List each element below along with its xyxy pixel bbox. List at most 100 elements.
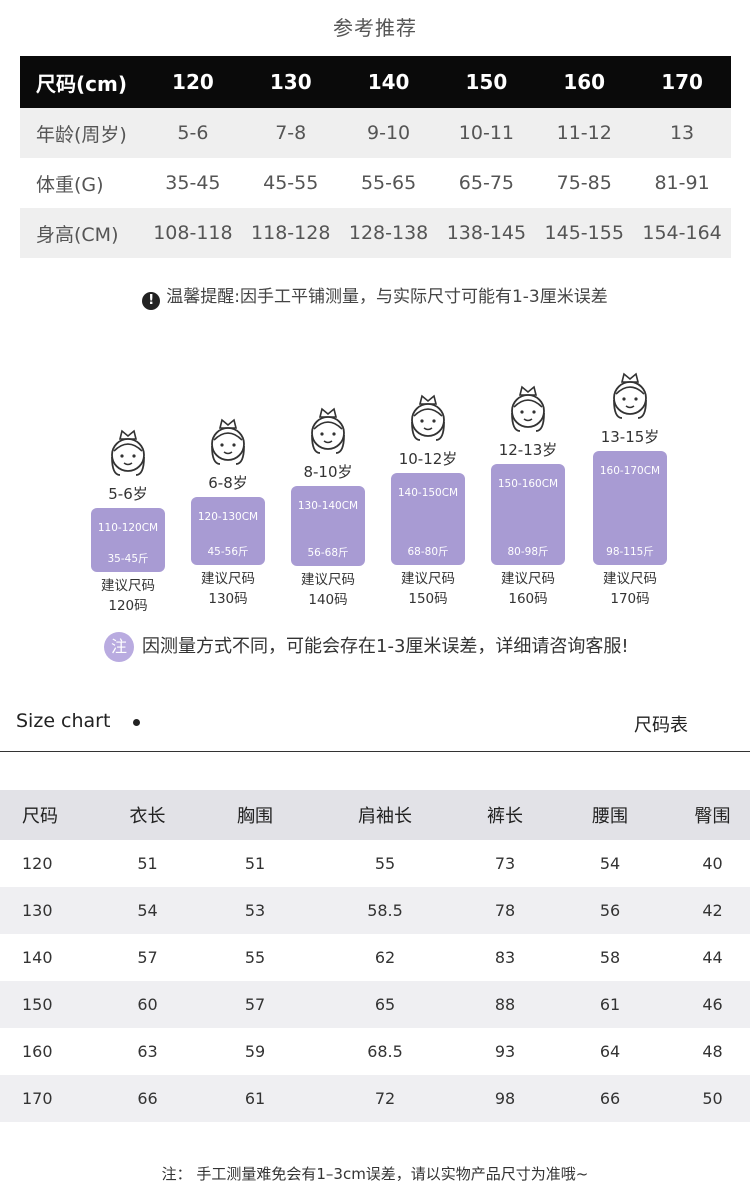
size-header-cell: 腰围 bbox=[545, 790, 675, 840]
size-card-160: 12-13岁 150-160CM 80-98斤 建议尺码 160码 bbox=[488, 383, 568, 609]
princess-face-icon bbox=[211, 418, 245, 465]
card-weight-range: 45-56斤 bbox=[207, 546, 249, 558]
princess-face-icon bbox=[511, 385, 545, 432]
card-box: 140-150CM 68-80斤 bbox=[391, 473, 465, 565]
size-cell: 68.5 bbox=[367, 1042, 403, 1061]
ref-cell: 138-145 bbox=[437, 208, 536, 258]
card-recommend: 建议尺码 bbox=[501, 571, 555, 587]
size-table: 尺码 衣长 胸围 肩袖长 裤长 腰围 臀围 120 51 51 55 73 54… bbox=[0, 790, 750, 1122]
ref-cell: 75-85 bbox=[556, 172, 612, 194]
card-age: 12-13岁 bbox=[498, 441, 558, 459]
princess-face-icon bbox=[311, 407, 345, 454]
card-age: 13-15岁 bbox=[600, 428, 660, 446]
size-chart-title-en: Size chart bbox=[16, 710, 111, 732]
card-age: 6-8岁 bbox=[208, 474, 248, 492]
table-row: 140 57 55 62 83 58 44 bbox=[0, 934, 750, 981]
card-box: 110-120CM 35-45斤 bbox=[91, 508, 165, 572]
card-weight-range: 68-80斤 bbox=[407, 546, 449, 558]
size-cell: 53 bbox=[205, 887, 305, 934]
size-cell: 51 bbox=[244, 854, 266, 873]
size-cell: 62 bbox=[374, 948, 396, 967]
size-cell: 73 bbox=[494, 854, 516, 873]
size-cell: 61 bbox=[205, 1075, 305, 1122]
size-chart-header: Size chart 尺码表 bbox=[0, 708, 750, 752]
table-row: 130 54 53 58.5 78 56 42 bbox=[0, 887, 750, 934]
card-weight-range: 56-68斤 bbox=[307, 547, 349, 559]
size-cell: 78 bbox=[465, 887, 545, 934]
size-cell: 88 bbox=[465, 981, 545, 1028]
card-box: 130-140CM 56-68斤 bbox=[291, 486, 365, 566]
card-box: 160-170CM 98-115斤 bbox=[593, 451, 667, 565]
size-header-cell: 肩袖长 bbox=[305, 790, 465, 840]
table-row: 150 60 57 65 88 61 46 bbox=[0, 981, 750, 1028]
card-size: 130码 bbox=[208, 591, 248, 607]
ref-cell: 5-6 bbox=[144, 108, 242, 158]
ref-row-height: 身高(CM) 108-118 118-128 128-138 138-145 1… bbox=[20, 208, 731, 258]
card-age: 8-10岁 bbox=[303, 463, 353, 481]
card-recommend: 建议尺码 bbox=[201, 571, 255, 587]
ref-cell: 128-138 bbox=[339, 208, 438, 258]
card-recommend: 建议尺码 bbox=[301, 572, 355, 588]
ref-header-cell: 120 bbox=[144, 56, 242, 108]
size-cell: 54 bbox=[90, 887, 205, 934]
size-cell: 57 bbox=[205, 981, 305, 1028]
ref-cell: 118-128 bbox=[241, 208, 340, 258]
size-cell: 66 bbox=[545, 1075, 675, 1122]
measurement-note: 注因测量方式不同，可能会存在1-3厘米误差，详细请咨询客服! bbox=[104, 632, 629, 662]
ref-cell: 9-10 bbox=[339, 108, 438, 158]
size-cell: 160 bbox=[22, 1042, 53, 1061]
note-badge: 注 bbox=[104, 632, 134, 662]
ref-cell: 65-75 bbox=[458, 172, 514, 194]
card-height-range: 160-170CM bbox=[599, 465, 661, 477]
size-card-120: 5-6岁 110-120CM 35-45斤 建议尺码 120码 bbox=[88, 427, 168, 616]
size-cell: 140 bbox=[22, 948, 53, 967]
card-height-range: 150-160CM bbox=[497, 478, 559, 490]
size-cell: 50 bbox=[675, 1075, 750, 1122]
card-weight-range: 35-45斤 bbox=[107, 553, 149, 565]
card-size: 170码 bbox=[610, 591, 650, 607]
ref-row-label: 体重(G) bbox=[36, 173, 104, 196]
ref-cell: 7-8 bbox=[241, 108, 340, 158]
size-cell: 40 bbox=[702, 854, 723, 873]
ref-row-age: 年龄(周岁) 5-6 7-8 9-10 10-11 11-12 13 bbox=[20, 108, 731, 158]
card-size: 160码 bbox=[508, 591, 548, 607]
ref-cell: 145-155 bbox=[535, 208, 634, 258]
reference-table: 尺码(cm) 120 130 140 150 160 170 年龄(周岁) 5-… bbox=[20, 56, 731, 258]
ref-cell: 108-118 bbox=[144, 208, 242, 258]
ref-header-cell: 140 bbox=[339, 56, 438, 108]
size-chart-title-cn: 尺码表 bbox=[634, 715, 688, 736]
size-cell: 58.5 bbox=[305, 887, 465, 934]
measurement-tip: ! 温馨提醒:因手工平铺测量，与实际尺寸可能有1-3厘米误差 bbox=[0, 282, 750, 310]
size-card-170: 13-15岁 160-170CM 98-115斤 建议尺码 170码 bbox=[590, 370, 670, 609]
card-recommend: 建议尺码 bbox=[603, 571, 657, 587]
size-cell: 59 bbox=[244, 1042, 266, 1061]
size-cell: 54 bbox=[599, 854, 621, 873]
size-cell: 61 bbox=[545, 981, 675, 1028]
ref-header-cell: 150 bbox=[437, 56, 536, 108]
ref-cell: 81-91 bbox=[654, 172, 710, 194]
size-cell: 98 bbox=[465, 1075, 545, 1122]
ref-cell: 55-65 bbox=[360, 172, 417, 194]
ref-header-cell: 130 bbox=[241, 56, 340, 108]
card-recommend: 建议尺码 bbox=[401, 571, 455, 587]
ref-row-weight: 体重(G) 35-45 45-55 55-65 65-75 75-85 81-9… bbox=[20, 158, 731, 208]
size-header-row: 尺码 衣长 胸围 肩袖长 裤长 腰围 臀围 bbox=[0, 790, 750, 840]
size-header-cell: 胸围 bbox=[205, 790, 305, 840]
card-weight-range: 80-98斤 bbox=[507, 546, 549, 558]
ref-header-cell: 160 bbox=[535, 56, 634, 108]
card-height-range: 110-120CM bbox=[97, 522, 159, 534]
size-cell: 66 bbox=[90, 1075, 205, 1122]
size-cell: 55 bbox=[374, 854, 396, 873]
size-cell: 83 bbox=[494, 948, 516, 967]
size-header-cell: 臀围 bbox=[675, 790, 750, 840]
size-cell: 72 bbox=[305, 1075, 465, 1122]
size-card-150: 10-12岁 140-150CM 68-80斤 建议尺码 150码 bbox=[388, 392, 468, 609]
note-text: 因测量方式不同，可能会存在1-3厘米误差，详细请咨询客服! bbox=[142, 636, 629, 657]
ref-cell: 154-164 bbox=[633, 208, 731, 258]
ref-cell: 45-55 bbox=[263, 172, 319, 194]
ref-cell: 10-11 bbox=[437, 108, 536, 158]
size-cell: 56 bbox=[545, 887, 675, 934]
card-recommend: 建议尺码 bbox=[101, 578, 155, 594]
size-cell: 51 bbox=[137, 854, 158, 873]
footer-note: 注： 手工测量难免会有1–3cm误差，请以实物产品尺寸为准哦~ bbox=[161, 1165, 589, 1183]
